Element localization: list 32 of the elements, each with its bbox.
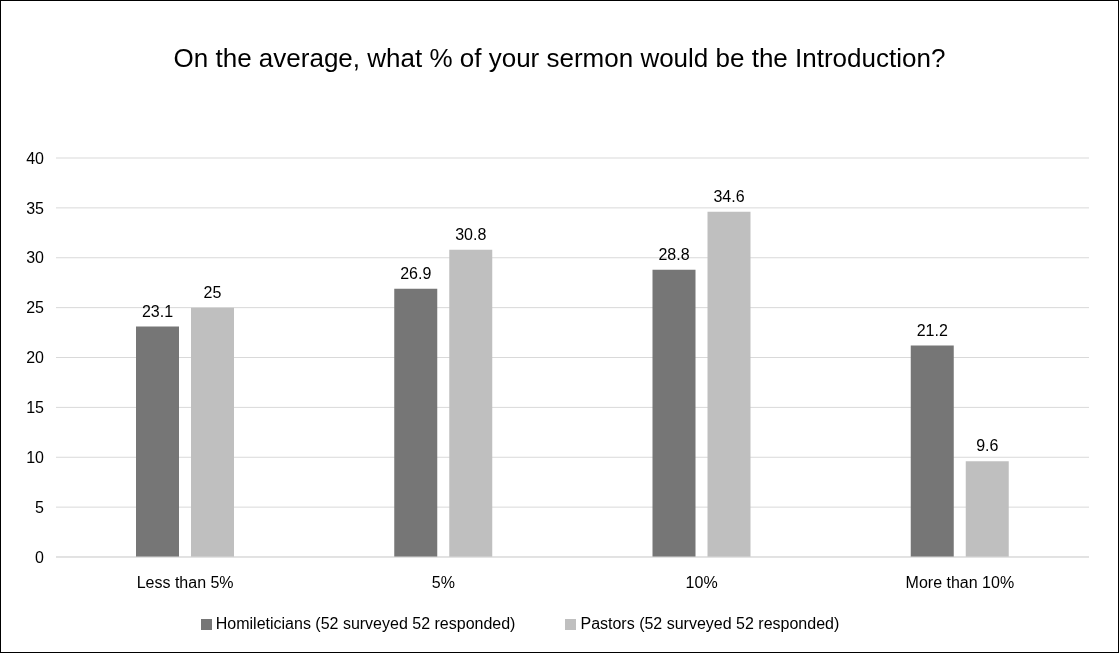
- data-label: 23.1: [141, 302, 174, 320]
- y-tick-label: 10: [26, 448, 45, 466]
- y-tick-label: 40: [26, 149, 45, 167]
- x-tick-label: 5%: [431, 574, 455, 592]
- data-label: 25: [203, 283, 222, 301]
- x-tick-label: 10%: [685, 574, 718, 592]
- y-tick-label: 25: [26, 299, 45, 317]
- chart-title: On the average, what % of your sermon would be the Introduction?: [172, 43, 947, 74]
- data-label: 28.8: [658, 245, 690, 263]
- x-tick-label: Less than 5%: [136, 574, 234, 592]
- data-label: 21.2: [916, 321, 948, 339]
- data-label: 9.6: [976, 437, 999, 455]
- y-tick-label: 30: [26, 249, 45, 267]
- legend-label: Pastors (52 surveyed 52 responded): [580, 615, 840, 632]
- x-tick-label: More than 10%: [905, 574, 1015, 592]
- legend-label: Homileticians (52 surveyed 52 responded): [215, 615, 516, 632]
- data-label: 34.6: [713, 187, 745, 205]
- bar: [965, 461, 1009, 557]
- bar: [652, 269, 696, 557]
- bar: [394, 288, 438, 557]
- y-tick-label: 15: [26, 399, 45, 417]
- data-label: 30.8: [455, 225, 487, 243]
- bar: [191, 307, 234, 557]
- bar: [449, 249, 493, 557]
- bar: [910, 345, 954, 557]
- y-tick-label: 20: [26, 349, 45, 367]
- y-tick-label: 0: [35, 548, 45, 566]
- y-tick-label: 35: [26, 199, 45, 217]
- bar: [707, 211, 751, 557]
- y-tick-label: 5: [35, 498, 45, 516]
- bar: [136, 326, 179, 557]
- data-label: 26.9: [400, 264, 432, 282]
